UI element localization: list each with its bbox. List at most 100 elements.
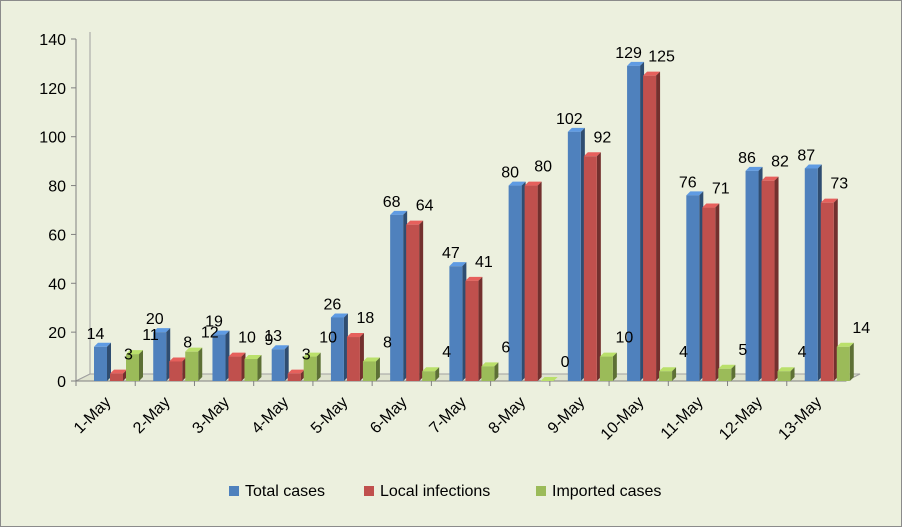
bar-top (153, 328, 171, 333)
bar-side (435, 367, 440, 381)
bar-top (390, 210, 408, 215)
bar-top (449, 262, 467, 267)
bars (94, 61, 854, 382)
bar (583, 152, 601, 381)
data-label: 4 (679, 344, 688, 361)
bar (110, 369, 127, 381)
bar (524, 181, 542, 381)
bar-top (330, 313, 348, 318)
bar-top (583, 152, 601, 157)
bar-front (804, 168, 818, 381)
data-label: 10 (238, 330, 256, 347)
bar-top (804, 164, 822, 169)
bar-top (508, 181, 526, 186)
bar-front (481, 366, 495, 381)
data-label: 87 (797, 147, 815, 164)
bar (126, 350, 143, 381)
bar (449, 262, 467, 381)
bar-side (774, 176, 779, 381)
data-label: 82 (771, 154, 789, 171)
bar-side (849, 342, 854, 381)
legend-swatch (229, 486, 239, 496)
bar-front (702, 207, 716, 381)
data-label: 19 (205, 314, 223, 331)
legend-item: Local infections (364, 483, 490, 500)
bar-top (745, 166, 763, 171)
bar-side (715, 203, 720, 381)
bar-top (169, 357, 187, 362)
bar (362, 357, 380, 381)
bar-front (465, 280, 479, 381)
bar-front (761, 180, 775, 381)
x-tick-label: 10-May (598, 394, 648, 444)
bar-top (303, 352, 321, 357)
bar-side (419, 220, 424, 381)
bar-front (567, 131, 581, 381)
bar-front (599, 356, 613, 381)
bar-front (643, 75, 657, 382)
bar-side (284, 345, 289, 381)
legend-label: Total cases (245, 483, 325, 500)
bar (836, 342, 854, 381)
data-label: 5 (738, 342, 747, 359)
bar (820, 198, 838, 381)
x-tick-label: 11-May (658, 394, 707, 443)
x-tick-label: 2-May (130, 394, 173, 437)
bar-front (153, 332, 167, 381)
bar-top (761, 176, 779, 181)
data-label: 4 (798, 344, 807, 361)
data-label: 80 (501, 165, 519, 182)
bar (745, 166, 763, 381)
bar-front (271, 349, 285, 381)
bar-top (836, 342, 854, 347)
bar (346, 333, 364, 381)
bar-front (346, 337, 360, 381)
bar-side (833, 198, 838, 381)
bar-front (94, 346, 107, 381)
x-tick-label: 9-May (545, 394, 588, 437)
bar (244, 355, 262, 381)
bar-front (686, 195, 700, 381)
bar-top (126, 350, 143, 355)
bar (508, 181, 526, 381)
bar (777, 367, 795, 381)
legend-item: Imported cases (536, 483, 661, 500)
y-tick-label: 60 (48, 227, 66, 244)
bar-front (820, 202, 834, 381)
x-tick-label: 13-May (775, 394, 825, 444)
data-label: 9 (265, 332, 274, 349)
bar (303, 352, 321, 381)
bar (686, 191, 704, 381)
bar (643, 71, 661, 382)
bar-front (406, 224, 420, 381)
bar-top (540, 377, 558, 381)
data-label: 8 (183, 334, 192, 351)
bar (406, 220, 424, 381)
bar-top (599, 352, 617, 357)
bar-top (820, 198, 838, 203)
bar-top (244, 355, 262, 360)
data-label: 47 (442, 245, 460, 262)
bar (422, 367, 440, 381)
bar-front (836, 346, 850, 381)
data-label: 41 (475, 254, 493, 271)
bar (481, 362, 499, 381)
data-label: 10 (319, 330, 337, 347)
data-label: 71 (712, 181, 730, 198)
bar-top (643, 71, 661, 76)
y-tick-label: 20 (48, 325, 66, 342)
bar-top (465, 276, 483, 281)
data-label: 18 (357, 310, 375, 327)
data-label: 0 (561, 354, 570, 371)
bar (169, 357, 187, 381)
bar-side (612, 352, 617, 381)
bar-side (731, 364, 736, 381)
bar-top (271, 345, 289, 350)
bar-top (94, 342, 111, 347)
bar (390, 210, 408, 381)
bar-front (228, 356, 242, 381)
legend: Total cases Local infections Imported case… (229, 483, 661, 500)
bar-front (185, 351, 199, 381)
bar (271, 345, 289, 381)
